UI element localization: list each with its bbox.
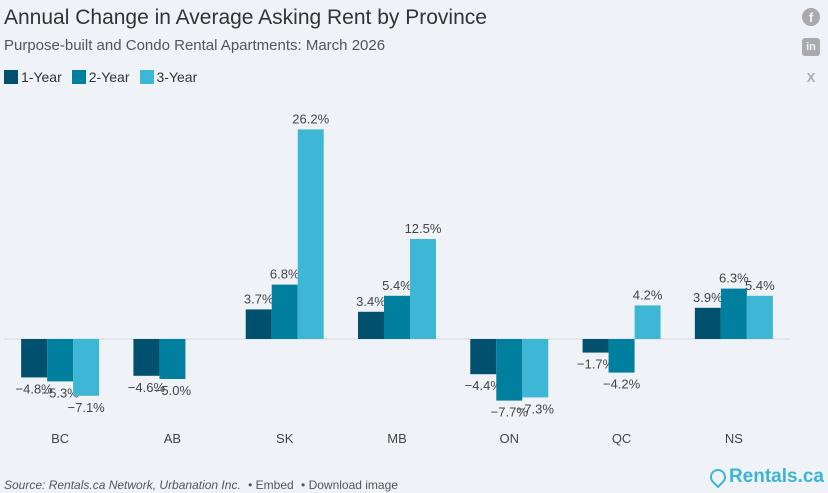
linkedin-icon[interactable]: in (802, 38, 820, 56)
legend-label: 2-Year (88, 69, 130, 85)
data-label: 3.7% (244, 291, 274, 306)
legend-item-3-year[interactable]: 3-Year (139, 69, 198, 85)
data-label: −7.1% (68, 400, 106, 415)
legend-label: 1-Year (21, 69, 62, 85)
bar-SK-1-Year[interactable] (245, 309, 272, 339)
download-image-link[interactable]: • Download image (301, 478, 398, 492)
legend-swatch (4, 70, 18, 84)
bar-SK-2-Year[interactable] (271, 284, 298, 339)
data-label: 5.4% (382, 278, 412, 293)
chart-title: Annual Change in Average Asking Rent by … (4, 6, 487, 29)
bar-QC-1-Year[interactable] (582, 339, 609, 353)
category-label: BC (51, 431, 69, 446)
legend-item-2-year[interactable]: 2-Year (71, 69, 130, 85)
social-links: f in X (802, 8, 820, 86)
bar-AB-2-Year[interactable] (159, 339, 186, 379)
x-icon[interactable]: X (806, 69, 816, 85)
source-text: Source: Rentals.ca Network, Urbanation I… (4, 478, 241, 492)
bar-QC-3-Year[interactable] (634, 305, 661, 339)
bar-AB-1-Year[interactable] (133, 339, 160, 376)
legend-item-1-year[interactable]: 1-Year (4, 69, 62, 85)
data-label: −4.6% (128, 380, 166, 395)
brand-logo[interactable]: Rentals.ca (706, 465, 824, 489)
category-label: ON (500, 431, 520, 446)
map-pin-icon (706, 465, 730, 489)
bar-ON-3-Year[interactable] (522, 339, 549, 398)
legend-swatch (139, 70, 154, 84)
category-label: MB (387, 431, 407, 446)
data-label: 3.4% (356, 294, 386, 309)
bar-MB-2-Year[interactable] (384, 295, 410, 339)
data-label: −5.3% (42, 385, 80, 400)
data-label: −4.8% (16, 381, 54, 396)
bar-ON-2-Year[interactable] (496, 339, 523, 401)
category-label: SK (276, 431, 294, 446)
bar-BC-1-Year[interactable] (21, 339, 48, 378)
bar-NS-3-Year[interactable] (746, 295, 773, 339)
data-label: 6.3% (719, 271, 749, 286)
chart-subtitle: Purpose-built and Condo Rental Apartment… (4, 37, 386, 54)
bar-MB-1-Year[interactable] (358, 311, 384, 339)
data-label: −7.7% (491, 405, 529, 420)
data-label: −7.3% (517, 401, 555, 416)
bar-QC-2-Year[interactable] (608, 339, 635, 373)
data-label: −5.0% (154, 383, 192, 398)
category-label: QC (612, 431, 632, 446)
bar-BC-3-Year[interactable] (73, 339, 100, 396)
data-label: −1.7% (577, 357, 615, 372)
data-label: 26.2% (292, 111, 329, 126)
bar-NS-1-Year[interactable] (694, 307, 721, 339)
bar-ON-1-Year[interactable] (470, 339, 497, 375)
data-label: 3.9% (693, 290, 723, 305)
data-label: 6.8% (270, 267, 300, 282)
legend-swatch (71, 70, 86, 84)
legend-label: 3-Year (156, 69, 198, 85)
bar-SK-3-Year[interactable] (297, 129, 324, 339)
bar-MB-3-Year[interactable] (410, 239, 436, 339)
brand-name: Rentals.ca (728, 466, 824, 487)
category-label: AB (164, 431, 181, 446)
embed-link[interactable]: • Embed (248, 478, 294, 492)
data-label: −4.2% (603, 377, 641, 392)
footer: Source: Rentals.ca Network, Urbanation I… (4, 478, 398, 492)
data-label: −4.4% (465, 378, 503, 393)
data-label: 12.5% (405, 221, 442, 236)
bar-BC-2-Year[interactable] (47, 339, 74, 382)
bar-NS-2-Year[interactable] (720, 288, 747, 339)
category-label: NS (725, 431, 743, 446)
data-label: 5.4% (745, 278, 775, 293)
data-label: 4.2% (633, 287, 663, 302)
legend: 1-Year 2-Year 3-Year (4, 69, 197, 85)
facebook-icon[interactable]: f (802, 8, 820, 26)
